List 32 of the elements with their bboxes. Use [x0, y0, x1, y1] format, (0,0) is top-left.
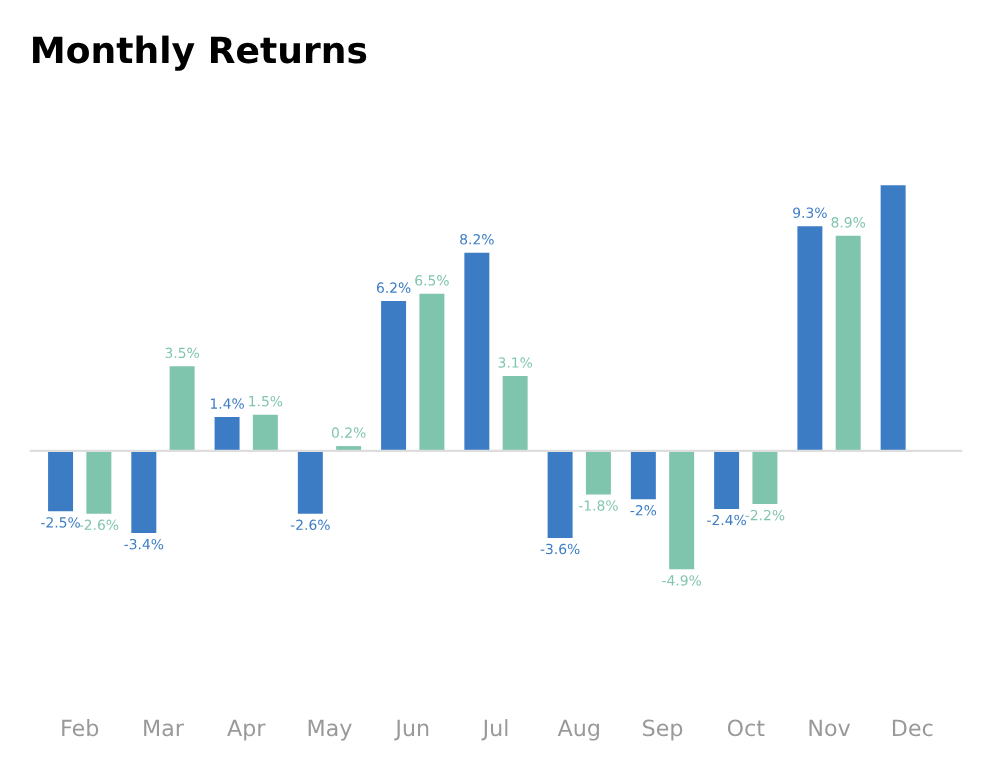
x-tick-label: Dec — [892, 719, 933, 737]
bar — [502, 376, 528, 451]
bar — [169, 366, 195, 451]
bar — [419, 293, 445, 451]
bar — [86, 450, 112, 514]
x-tick-label: Mar — [144, 719, 184, 737]
bar — [630, 450, 656, 500]
x-tick-label: Jul — [481, 719, 508, 741]
x-tick-label: Sep — [643, 719, 683, 741]
bar — [714, 450, 740, 509]
x-tick-label: Aug — [557, 719, 599, 741]
bar — [214, 417, 240, 451]
x-tick-label: May — [308, 719, 352, 741]
x-tick-label: Feb — [62, 719, 99, 737]
bar — [297, 450, 323, 514]
bar — [797, 226, 823, 451]
bar — [48, 450, 74, 512]
x-tick-label: Apr — [227, 719, 266, 741]
bar — [585, 450, 611, 495]
bar — [381, 301, 407, 451]
bar — [131, 450, 157, 534]
bar — [547, 450, 573, 538]
bar — [880, 185, 906, 451]
bar — [252, 414, 278, 451]
chart-title: Monthly Returns — [33, 35, 367, 71]
bar — [835, 235, 861, 451]
x-tick-label: Oct — [727, 719, 765, 737]
bar — [669, 450, 695, 570]
x-tick-label: Nov — [809, 719, 851, 737]
x-tick-label: Jun — [394, 719, 429, 741]
bar — [464, 252, 490, 451]
bar — [752, 450, 778, 505]
